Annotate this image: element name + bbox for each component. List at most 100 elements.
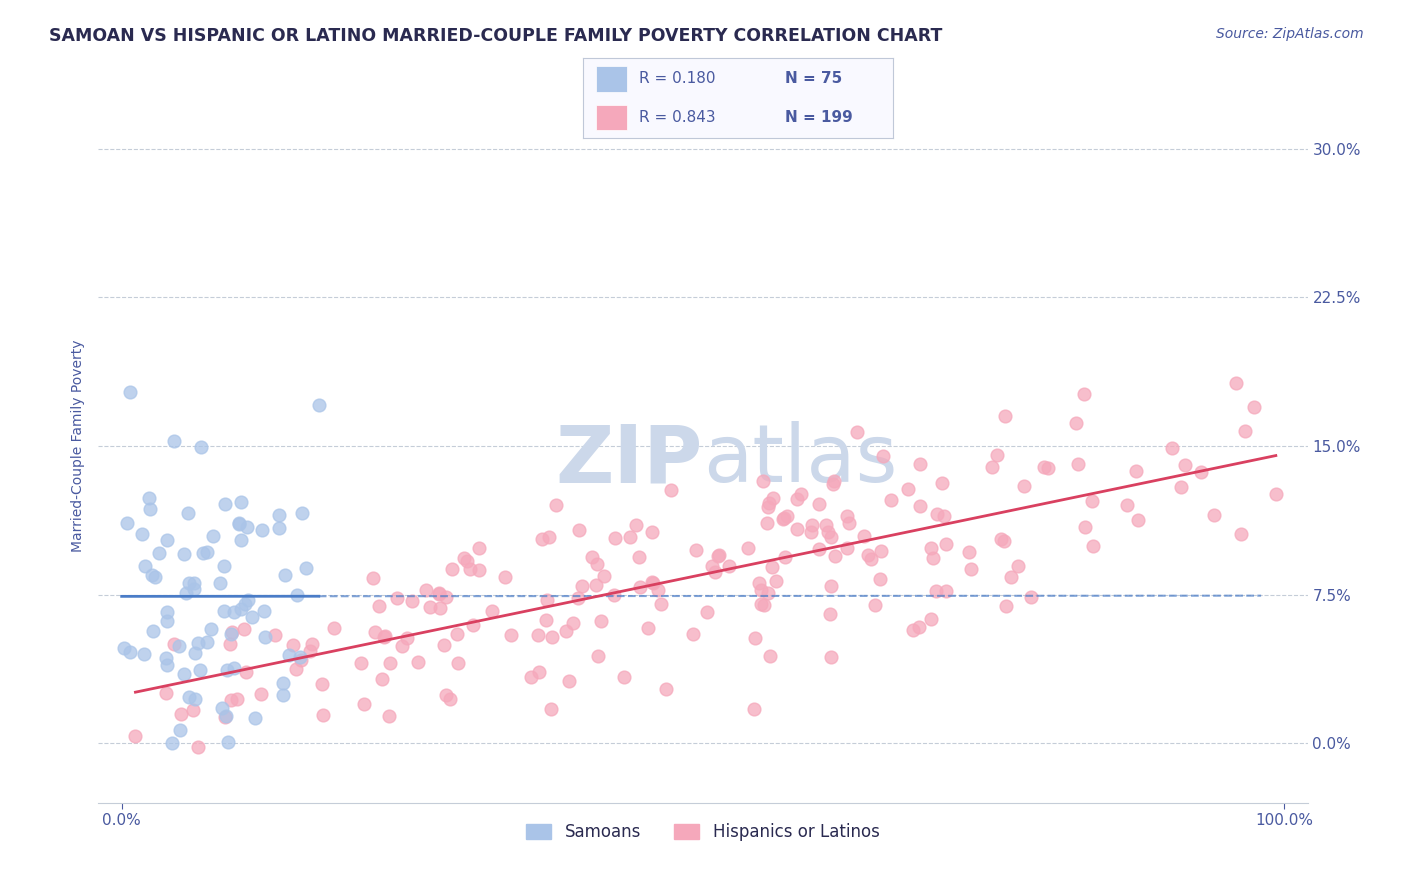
Point: [221, 625, 243, 640]
Point: [807, 497, 830, 511]
Point: [142, 624, 165, 639]
Bar: [596, 104, 627, 130]
Point: [301, 637, 323, 651]
Point: [1080, 493, 1102, 508]
Point: [817, 524, 839, 539]
Point: [118, 645, 141, 659]
Point: [433, 638, 456, 652]
Point: [846, 425, 869, 439]
Point: [167, 639, 190, 653]
Point: [1116, 499, 1139, 513]
Point: [762, 491, 785, 506]
Legend: Samoans, Hispanics or Latinos: Samoans, Hispanics or Latinos: [520, 817, 886, 848]
Point: [820, 530, 842, 544]
Point: [980, 460, 1002, 475]
Point: [748, 576, 770, 591]
Point: [177, 506, 200, 520]
Point: [872, 450, 894, 464]
Point: [236, 519, 259, 533]
Point: [932, 508, 955, 523]
Point: [232, 622, 254, 636]
Point: [215, 663, 238, 677]
Point: [271, 688, 294, 702]
Point: [1170, 480, 1192, 494]
Point: [148, 546, 170, 560]
Text: N = 199: N = 199: [785, 110, 852, 125]
Point: [696, 606, 718, 620]
Point: [838, 516, 860, 530]
Point: [908, 458, 931, 472]
Point: [181, 702, 204, 716]
Point: [134, 647, 156, 661]
Point: [820, 579, 842, 593]
Point: [264, 628, 287, 642]
Point: [568, 524, 591, 538]
Point: [897, 482, 920, 496]
Point: [169, 706, 191, 721]
Point: [749, 597, 772, 611]
Point: [458, 562, 481, 576]
Point: [1074, 520, 1097, 534]
Point: [993, 534, 1015, 549]
Point: [212, 604, 235, 618]
Point: [235, 597, 257, 611]
Point: [702, 558, 724, 573]
Point: [593, 568, 616, 582]
Point: [243, 711, 266, 725]
Point: [654, 681, 676, 696]
Point: [363, 571, 385, 585]
Point: [187, 739, 209, 754]
Point: [494, 570, 516, 584]
Point: [529, 665, 551, 679]
Point: [277, 648, 299, 662]
Point: [419, 599, 441, 614]
Point: [1189, 465, 1212, 479]
Point: [921, 550, 943, 565]
Point: [195, 634, 218, 648]
Point: [229, 602, 252, 616]
Point: [163, 434, 186, 449]
Point: [215, 708, 238, 723]
Point: [267, 508, 290, 522]
Point: [281, 638, 304, 652]
Point: [624, 518, 647, 533]
Point: [131, 526, 153, 541]
Point: [240, 609, 263, 624]
Point: [219, 627, 242, 641]
Point: [156, 605, 179, 619]
Point: [1174, 458, 1197, 473]
Point: [235, 665, 257, 679]
Point: [807, 542, 830, 557]
Point: [226, 692, 249, 706]
Point: [350, 656, 373, 670]
Point: [837, 508, 859, 523]
Text: atlas: atlas: [703, 421, 897, 500]
Point: [184, 646, 207, 660]
Point: [643, 576, 665, 591]
Y-axis label: Married-Couple Family Poverty: Married-Couple Family Poverty: [70, 340, 84, 552]
Point: [527, 628, 550, 642]
Point: [1081, 539, 1104, 553]
Point: [800, 525, 823, 540]
Point: [824, 549, 846, 563]
Point: [585, 557, 607, 571]
Point: [285, 588, 308, 602]
Point: [374, 629, 396, 643]
Point: [415, 582, 437, 597]
Point: [238, 592, 260, 607]
Point: [228, 517, 250, 532]
Point: [907, 620, 929, 634]
Point: [650, 597, 672, 611]
Point: [202, 529, 225, 543]
Point: [212, 558, 235, 573]
Point: [986, 448, 1008, 462]
Point: [520, 670, 543, 684]
Point: [790, 486, 813, 500]
Point: [446, 626, 468, 640]
Point: [173, 667, 195, 681]
Point: [385, 591, 408, 606]
Point: [920, 541, 942, 556]
Point: [1234, 424, 1257, 438]
Text: Source: ZipAtlas.com: Source: ZipAtlas.com: [1216, 27, 1364, 41]
Point: [295, 560, 318, 574]
